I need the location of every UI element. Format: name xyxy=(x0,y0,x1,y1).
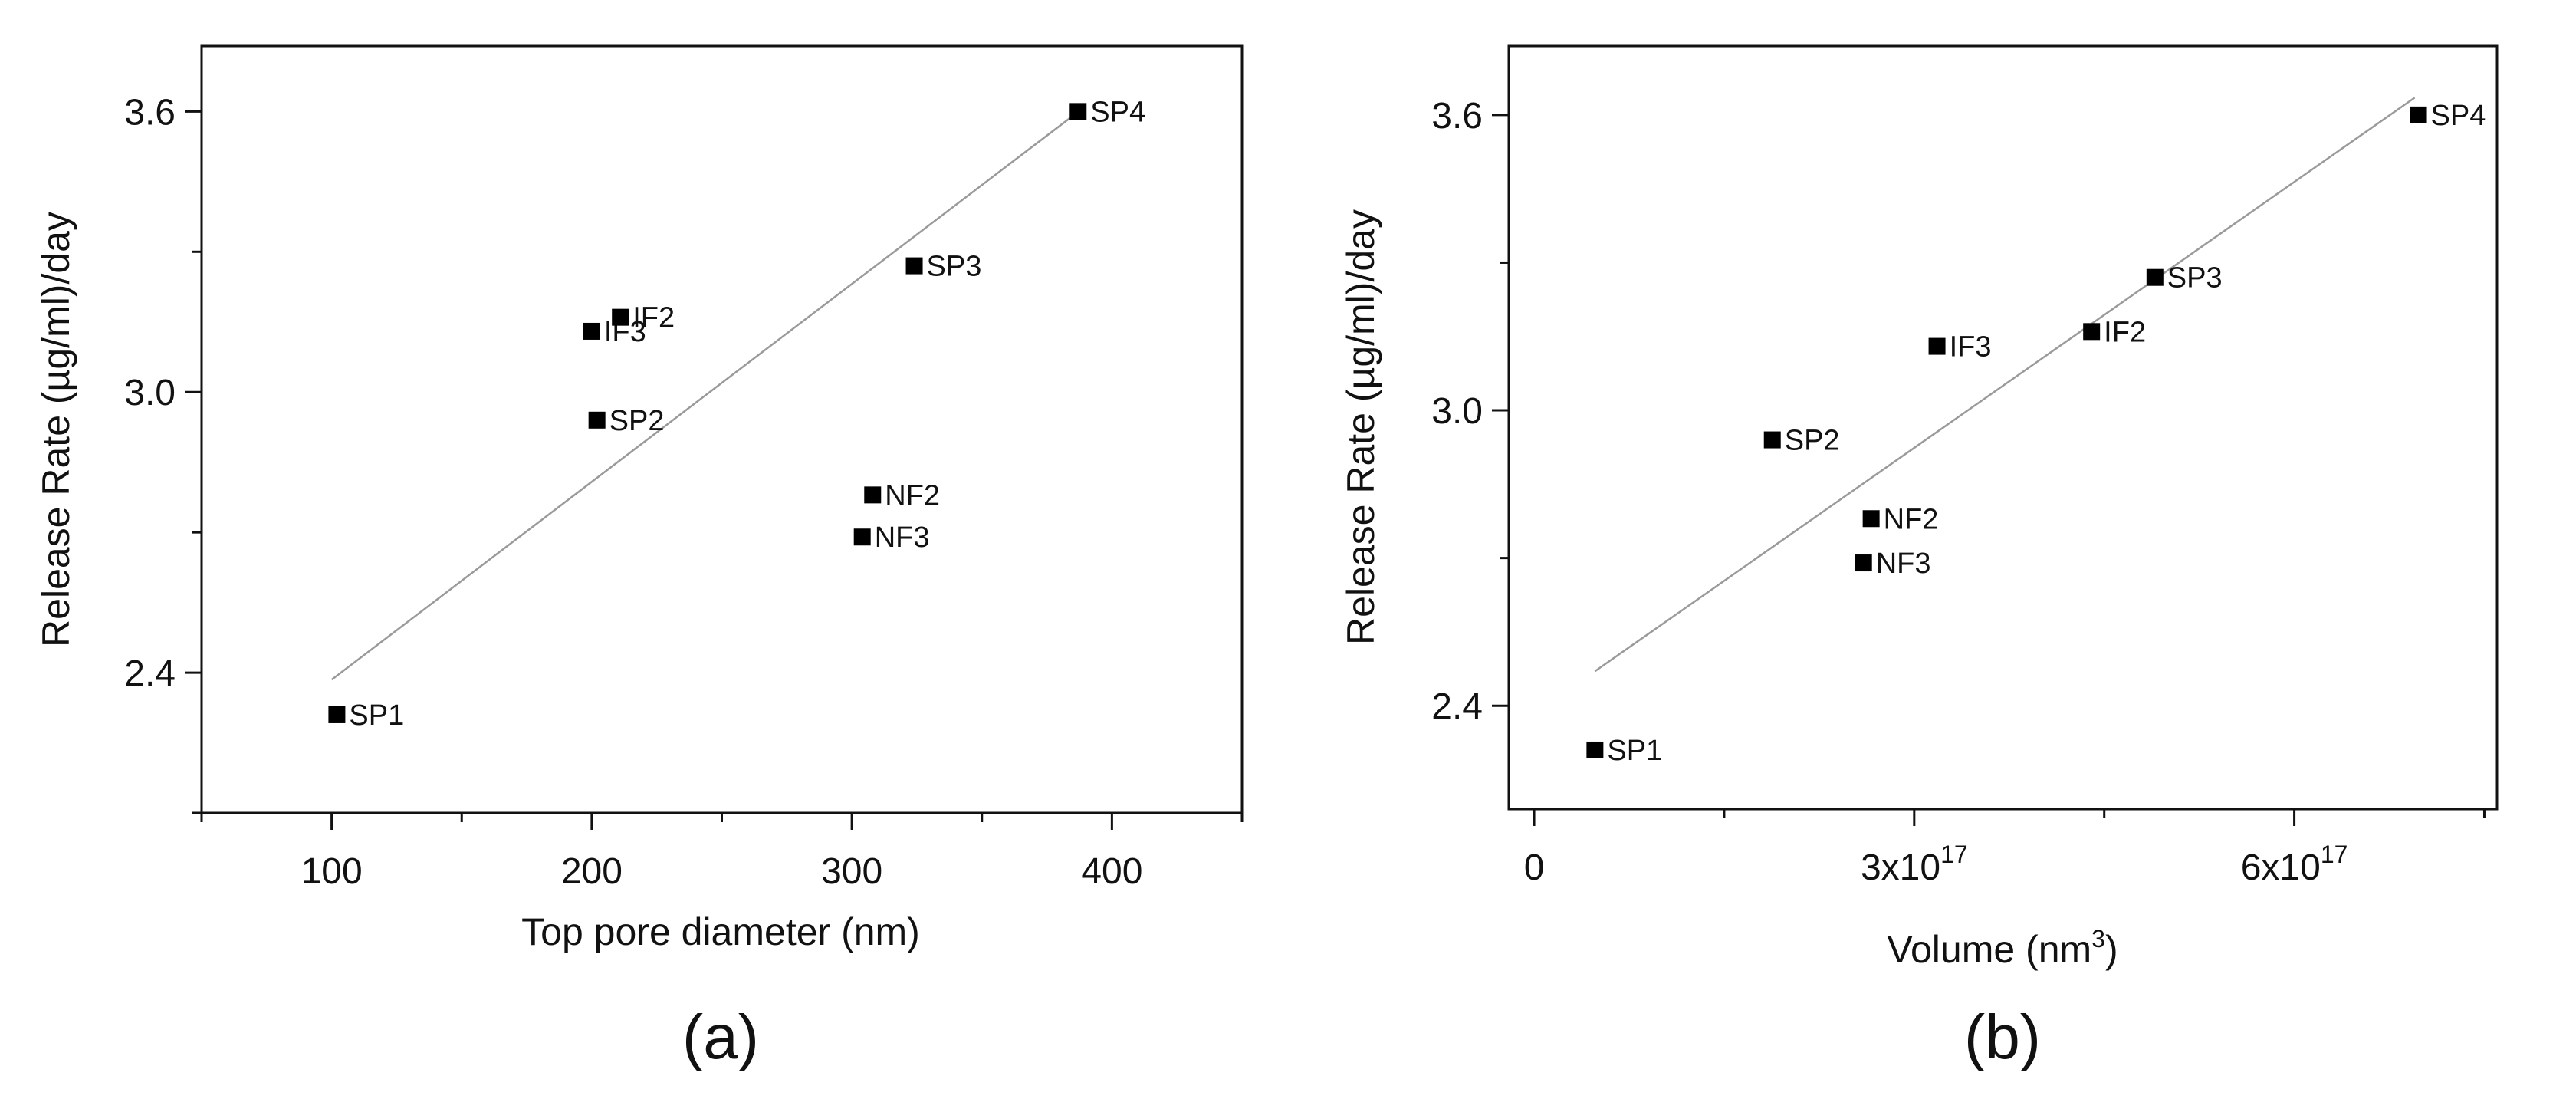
x-tick-label: 0 xyxy=(1524,847,1545,888)
data-point-nf3 xyxy=(853,528,871,546)
y-tick-label: 3.0 xyxy=(1431,391,1483,432)
y-tick-label: 3.0 xyxy=(124,373,176,413)
point-label-if3: IF3 xyxy=(1950,331,1992,364)
data-point-sp3 xyxy=(2146,268,2164,286)
x-tick-label-base: 6x10 xyxy=(2241,847,2321,888)
point-label-sp1: SP1 xyxy=(1607,735,1662,767)
y-tick-label: 2.4 xyxy=(1431,686,1483,727)
point-label-if2: IF2 xyxy=(632,302,675,334)
x-axis-title: Top pore diameter (nm) xyxy=(521,910,920,953)
point-label-nf2: NF2 xyxy=(1884,503,1939,535)
data-point-sp1 xyxy=(1586,741,1604,758)
data-point-sp1 xyxy=(328,706,346,723)
x-tick-label: 300 xyxy=(821,851,882,892)
x-axis-title-superscript: 3 xyxy=(2091,925,2105,953)
x-tick-label-base: 0 xyxy=(1524,847,1545,888)
data-point-sp4 xyxy=(1070,103,1087,120)
point-label-sp4: SP4 xyxy=(2431,100,2486,132)
fit-line xyxy=(330,113,1076,681)
data-point-if2 xyxy=(2083,323,2101,341)
fit-line xyxy=(1594,97,2416,673)
data-point-sp2 xyxy=(1763,431,1781,449)
tick-labels: 100 200 300 400 2.4 3.0 3.6 xyxy=(124,92,1142,892)
data-point-if3 xyxy=(1928,337,1946,355)
y-tick-label: 3.6 xyxy=(124,92,176,133)
point-label-nf3: NF3 xyxy=(1876,548,1931,580)
x-tick-label: 3x1017 xyxy=(1861,841,1968,888)
point-label-if2: IF2 xyxy=(2104,316,2146,348)
axis-ticks xyxy=(185,110,1244,830)
point-label-sp2: SP2 xyxy=(1785,425,1840,457)
y-axis-title: Release Rate (µg/ml)/day xyxy=(1339,209,1382,645)
data-point-sp4 xyxy=(2410,106,2427,123)
data-point-nf2 xyxy=(864,486,882,504)
x-axis-title-suffix: ) xyxy=(2105,928,2118,971)
y-axis-title: Release Rate (µg/ml)/day xyxy=(34,212,77,647)
x-tick-label-exponent: 17 xyxy=(1940,841,1968,868)
point-label-sp2: SP2 xyxy=(610,405,665,437)
y-tick-label: 3.6 xyxy=(1431,96,1483,137)
data-point-if3 xyxy=(583,322,600,340)
x-tick-label: 6x1017 xyxy=(2241,841,2348,888)
x-axis-title-text: Volume (nm xyxy=(1887,928,2091,971)
data-point-sp3 xyxy=(905,257,923,275)
x-tick-label-base: 3x10 xyxy=(1861,847,1940,888)
point-label-sp3: SP3 xyxy=(2167,262,2223,294)
x-tick-label-exponent: 17 xyxy=(2321,841,2348,868)
x-tick-label: 400 xyxy=(1081,851,1142,892)
x-tick-label: 200 xyxy=(561,851,623,892)
data-point-nf2 xyxy=(1862,510,1880,528)
x-axis-title: Volume (nm3) xyxy=(1887,925,2118,971)
point-label-sp1: SP1 xyxy=(349,699,404,732)
plot-frame xyxy=(1507,44,2499,811)
x-tick-label: 100 xyxy=(301,851,363,892)
data-point-sp2 xyxy=(588,411,606,429)
point-label-sp3: SP3 xyxy=(927,251,982,283)
point-label-nf2: NF2 xyxy=(885,479,940,512)
panel-label: (a) xyxy=(682,1002,759,1072)
data-points: SP1 SP2 IF3 IF2 SP3 NF2 NF3 SP4 xyxy=(1586,100,2486,767)
point-label-nf3: NF3 xyxy=(875,522,930,554)
point-label-sp4: SP4 xyxy=(1090,96,1145,128)
data-point-if2 xyxy=(612,308,629,326)
plot-frame xyxy=(200,44,1244,814)
data-point-nf3 xyxy=(1855,554,1872,572)
panel-label: (b) xyxy=(1964,1002,2041,1072)
y-tick-label: 2.4 xyxy=(124,653,176,694)
axis-ticks xyxy=(1492,114,2486,826)
